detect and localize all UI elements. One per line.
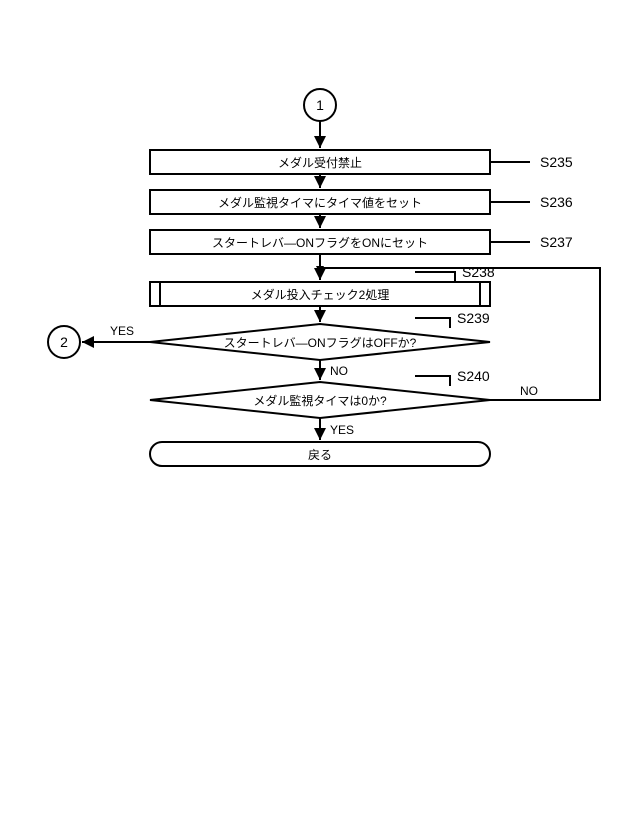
decision-s239-text: スタートレバ―ONフラグはOFFか? xyxy=(224,336,417,350)
branch-s239-yes: YES xyxy=(110,324,134,338)
process-s235: メダル受付禁止 S235 xyxy=(150,150,573,174)
connector-in: 1 xyxy=(304,89,336,121)
process-s236-text: メダル監視タイマにタイマ値をセット xyxy=(218,195,422,210)
connector-out-label: 2 xyxy=(60,334,68,350)
branch-s240-yes: YES xyxy=(330,423,354,437)
process-s237: スタートレバ―ONフラグをONにセット S237 xyxy=(150,230,573,254)
process-s236-label: S236 xyxy=(540,194,573,210)
subprocess-s238: メダル投入チェック2処理 S238 xyxy=(150,264,495,306)
terminator-text: 戻る xyxy=(308,448,332,462)
process-s235-text: メダル受付禁止 xyxy=(278,155,362,170)
flowchart: 1 メダル受付禁止 S235 メダル監視タイマにタイマ値をセット S236 スタ… xyxy=(0,0,640,837)
process-s236: メダル監視タイマにタイマ値をセット S236 xyxy=(150,190,573,214)
process-s235-label: S235 xyxy=(540,154,573,170)
connector-in-label: 1 xyxy=(316,97,324,113)
subprocess-s238-text: メダル投入チェック2処理 xyxy=(251,287,390,302)
subprocess-s238-label: S238 xyxy=(462,264,495,280)
decision-s240-text: メダル監視タイマは0か? xyxy=(253,393,387,408)
process-s237-text: スタートレバ―ONフラグをONにセット xyxy=(212,236,428,250)
process-s237-label: S237 xyxy=(540,234,573,250)
branch-s240-no: NO xyxy=(520,384,538,398)
branch-s239-no: NO xyxy=(330,364,348,378)
terminator-return: 戻る xyxy=(150,442,490,466)
connector-out: 2 xyxy=(48,326,80,358)
decision-s240-label: S240 xyxy=(457,368,490,384)
decision-s239-label: S239 xyxy=(457,310,490,326)
